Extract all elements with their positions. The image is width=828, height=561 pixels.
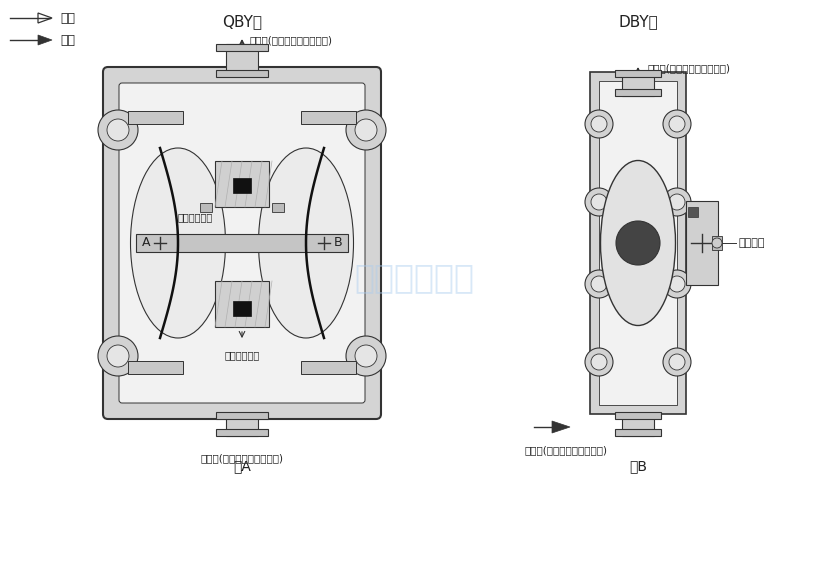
Circle shape bbox=[585, 188, 612, 216]
Circle shape bbox=[585, 270, 612, 298]
Bar bbox=[128, 111, 183, 124]
Bar bbox=[226, 44, 258, 72]
Bar bbox=[614, 70, 660, 77]
Circle shape bbox=[590, 276, 606, 292]
Bar bbox=[301, 111, 355, 124]
Ellipse shape bbox=[130, 148, 225, 338]
Circle shape bbox=[662, 270, 691, 298]
Text: 连杆机构: 连杆机构 bbox=[738, 238, 764, 248]
Bar bbox=[216, 429, 267, 436]
Bar bbox=[621, 72, 653, 96]
Circle shape bbox=[668, 276, 684, 292]
Bar bbox=[686, 201, 717, 285]
Text: QBY型: QBY型 bbox=[222, 15, 262, 30]
Text: 泵进口(螺纹联接或法兰联接): 泵进口(螺纹联接或法兰联接) bbox=[200, 453, 283, 463]
Bar bbox=[301, 361, 355, 374]
Bar bbox=[214, 281, 268, 327]
Circle shape bbox=[590, 354, 606, 370]
Circle shape bbox=[662, 188, 691, 216]
Text: 泵出口(螺纹联接或法兰联接): 泵出口(螺纹联接或法兰联接) bbox=[250, 35, 333, 45]
Circle shape bbox=[711, 238, 721, 248]
Bar bbox=[216, 70, 267, 77]
Bar bbox=[614, 89, 660, 96]
Text: 图A: 图A bbox=[233, 459, 251, 473]
Text: 图B: 图B bbox=[628, 459, 646, 473]
Text: 液流: 液流 bbox=[60, 34, 75, 47]
Circle shape bbox=[345, 110, 386, 150]
Circle shape bbox=[668, 354, 684, 370]
Bar bbox=[233, 178, 251, 193]
Text: 永嘉龙洋泵阀: 永嘉龙洋泵阀 bbox=[354, 261, 474, 295]
Circle shape bbox=[615, 221, 659, 265]
Circle shape bbox=[107, 345, 129, 367]
Bar bbox=[128, 361, 183, 374]
Polygon shape bbox=[38, 35, 52, 45]
Text: DBY型: DBY型 bbox=[618, 15, 657, 30]
Text: 压缩空气出口: 压缩空气出口 bbox=[177, 212, 213, 222]
Bar bbox=[614, 412, 660, 419]
Circle shape bbox=[98, 336, 137, 376]
Circle shape bbox=[662, 110, 691, 138]
Bar bbox=[214, 161, 268, 207]
Circle shape bbox=[585, 110, 612, 138]
Ellipse shape bbox=[258, 148, 353, 338]
Bar bbox=[216, 412, 267, 419]
Circle shape bbox=[590, 194, 606, 210]
Circle shape bbox=[585, 348, 612, 376]
Circle shape bbox=[668, 194, 684, 210]
Circle shape bbox=[98, 110, 137, 150]
Bar bbox=[226, 414, 258, 436]
Bar bbox=[216, 44, 267, 51]
Text: 气流: 气流 bbox=[60, 11, 75, 25]
Bar bbox=[136, 234, 348, 252]
Bar bbox=[233, 301, 251, 316]
Bar bbox=[621, 414, 653, 436]
FancyBboxPatch shape bbox=[119, 83, 364, 403]
Bar bbox=[614, 429, 660, 436]
Ellipse shape bbox=[599, 160, 675, 325]
Circle shape bbox=[590, 116, 606, 132]
FancyBboxPatch shape bbox=[103, 67, 381, 419]
Circle shape bbox=[354, 119, 377, 141]
Circle shape bbox=[345, 336, 386, 376]
Text: 泵出口(螺纹联接或法兰联接): 泵出口(螺纹联接或法兰联接) bbox=[647, 63, 730, 73]
Bar bbox=[599, 81, 676, 405]
Bar bbox=[711, 236, 721, 250]
Circle shape bbox=[107, 119, 129, 141]
Polygon shape bbox=[551, 421, 570, 433]
Bar bbox=[687, 207, 697, 217]
Bar bbox=[200, 203, 212, 212]
Text: B: B bbox=[334, 237, 342, 250]
Text: A: A bbox=[142, 237, 150, 250]
Circle shape bbox=[354, 345, 377, 367]
Circle shape bbox=[668, 116, 684, 132]
Bar bbox=[272, 203, 284, 212]
Text: 压缩空气进口: 压缩空气进口 bbox=[224, 350, 259, 360]
Text: 泵进口(螺纹联接或法兰联接): 泵进口(螺纹联接或法兰联接) bbox=[524, 445, 607, 455]
Bar bbox=[590, 72, 686, 414]
Circle shape bbox=[662, 348, 691, 376]
